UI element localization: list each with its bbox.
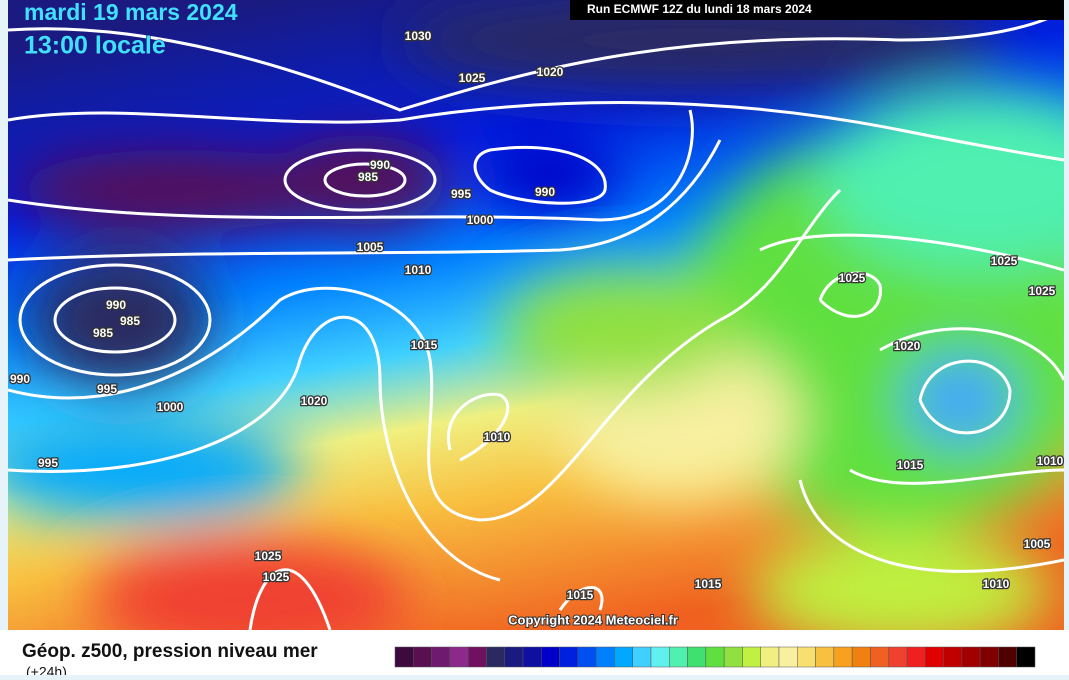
isobar-label: 990 <box>370 158 390 172</box>
isobar-label: 1000 <box>467 213 494 227</box>
colorbar-swatch <box>687 646 707 668</box>
colorbar-swatch <box>650 646 670 668</box>
run-banner <box>570 0 1064 20</box>
colorbar-swatch <box>577 646 597 668</box>
run-info: Run ECMWF 12Z du lundi 18 mars 2024 <box>587 2 812 16</box>
colorbar-swatch <box>1016 646 1036 668</box>
colorbar-swatch <box>559 646 579 668</box>
colorbar-swatch <box>961 646 981 668</box>
colorbar-swatch <box>979 646 999 668</box>
isobar-label: 1005 <box>1024 537 1051 551</box>
colorbar-swatch <box>614 646 633 668</box>
colorbar-swatch <box>833 646 853 668</box>
isobar-label: 1015 <box>897 458 924 472</box>
colorbar-swatch <box>723 646 743 668</box>
colorbar-swatch <box>394 646 414 668</box>
isobar-label: 1010 <box>405 263 432 277</box>
isobar-label: 1010 <box>1037 454 1064 468</box>
colorbar-swatch <box>797 646 816 668</box>
colorbar-swatch <box>486 646 505 668</box>
isobar-label: 1015 <box>411 338 438 352</box>
isobar-label: 985 <box>93 326 113 340</box>
colorbar-swatch <box>504 646 524 668</box>
colorbar-swatch <box>541 646 560 668</box>
isobar-label: 1015 <box>567 588 594 602</box>
colorbar-swatch <box>632 646 652 668</box>
isobar-label: 1025 <box>263 570 290 584</box>
colorbar-swatch <box>925 646 944 668</box>
isobar-label: 1000 <box>157 400 184 414</box>
isobar-label: 1025 <box>1029 284 1056 298</box>
legend-subtitle: (+24h) <box>26 664 67 675</box>
colorbar-swatch <box>595 646 615 668</box>
colorbar-swatch <box>815 646 835 668</box>
isobar-label: 1015 <box>695 577 722 591</box>
colorbar-swatch <box>998 646 1017 668</box>
isobar-label: 1020 <box>537 65 564 79</box>
colorbar-swatch <box>705 646 725 668</box>
map <box>8 0 1064 630</box>
isobar-label: 995 <box>451 187 471 201</box>
colorbar-swatch <box>760 646 780 668</box>
isobar-label: 990 <box>106 298 126 312</box>
isobar-label: 1020 <box>301 394 328 408</box>
legend-title: Géop. z500, pression niveau mer <box>22 641 318 662</box>
isobar-label: 1020 <box>894 339 921 353</box>
colorbar-swatch <box>906 646 926 668</box>
copyright: Copyright 2024 Meteociel.fr <box>508 612 678 627</box>
forecast-date: mardi 19 mars 2024 <box>24 0 238 25</box>
isobar-label: 990 <box>10 372 30 386</box>
colorbar-swatch <box>413 646 432 668</box>
isobar-label: 985 <box>120 314 140 328</box>
isobar-label: 1005 <box>357 240 384 254</box>
colorbar-swatch <box>943 646 963 668</box>
isobar-label: 995 <box>97 382 117 396</box>
isobar-label: 990 <box>535 185 555 199</box>
colorbar-swatch <box>778 646 798 668</box>
colorbar-swatch <box>669 646 688 668</box>
colorbar-swatch <box>467 646 487 668</box>
colorbar-swatch <box>742 646 761 668</box>
isobar-label: 1025 <box>459 71 486 85</box>
colorbar-swatch <box>522 646 542 668</box>
isobar-label: 1010 <box>983 577 1010 591</box>
isobar-label: 1025 <box>991 254 1018 268</box>
colorbar-swatch <box>888 646 908 668</box>
isobar-label: 1025 <box>839 271 866 285</box>
colorbar <box>394 646 1036 668</box>
isobar-label: 1030 <box>405 29 432 43</box>
colorbar-swatch <box>870 646 889 668</box>
colorbar-swatch <box>851 646 871 668</box>
isobars <box>8 8 1064 630</box>
isobar-label: 1010 <box>484 430 511 444</box>
isobar-label: 1025 <box>255 549 282 563</box>
colorbar-swatch <box>449 646 469 668</box>
isobar-label: 985 <box>358 170 378 184</box>
forecast-time: 13:00 locale <box>24 32 166 60</box>
colorbar-swatch <box>431 646 451 668</box>
isobar-label: 995 <box>38 456 58 470</box>
